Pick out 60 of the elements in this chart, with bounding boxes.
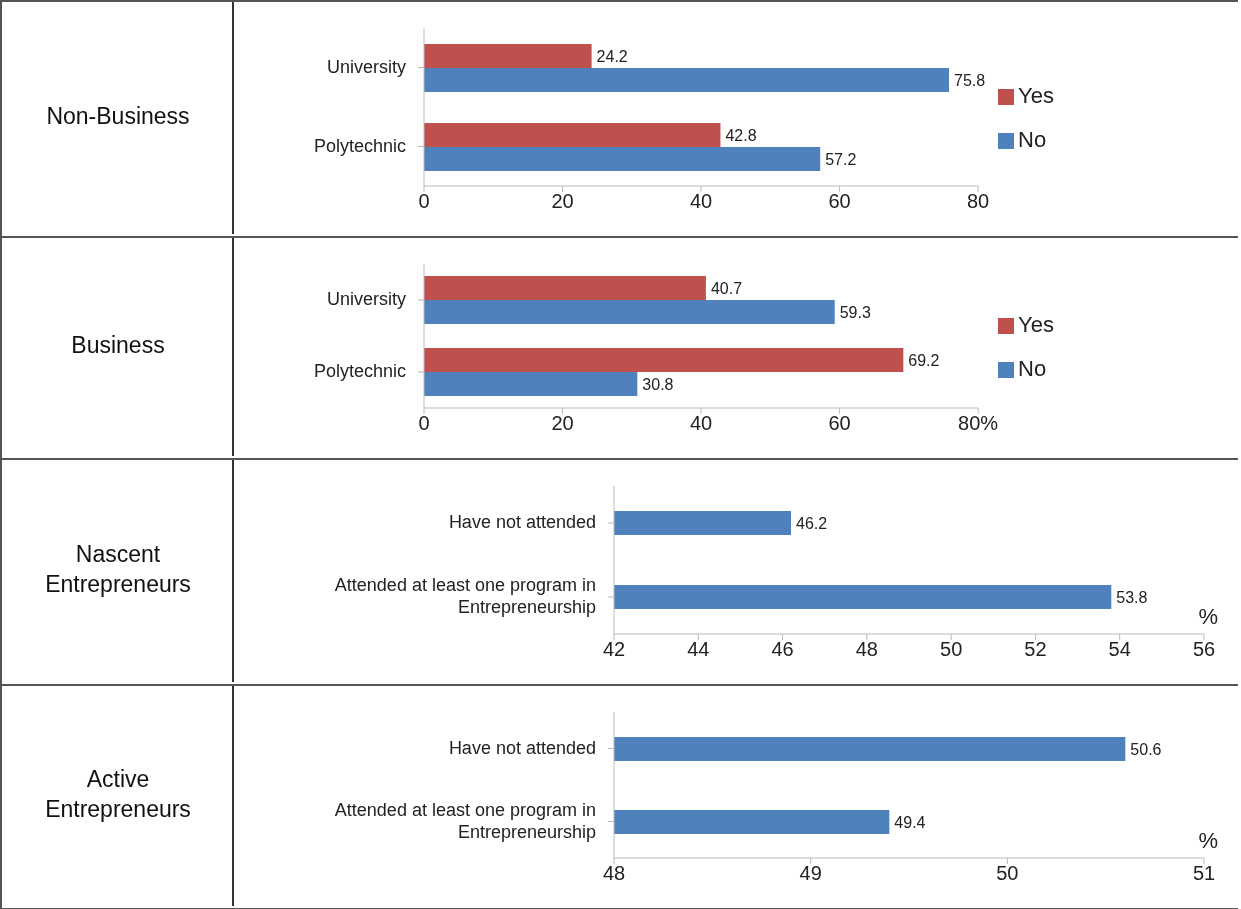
x-tick-label: 56: [1192, 638, 1216, 661]
y-tick-label: Polytechnic: [313, 360, 406, 381]
data-label: 49.4: [894, 813, 926, 831]
y-axis-title: Nascent Entrepreneurs: [45, 541, 191, 598]
y-tick-label: Attended at least one program in Entrepreneurship: [334, 799, 596, 842]
x-tick-label: 50: [996, 862, 1019, 885]
x-tick-label: 50: [940, 638, 963, 661]
x-tick-label: 46: [771, 638, 794, 661]
x-tick-label: 60: [828, 190, 851, 213]
bar: [424, 123, 721, 147]
x-tick-label: 0: [418, 190, 430, 213]
x-axis-title: %: [1198, 604, 1218, 630]
x-axis-title: %: [1198, 828, 1218, 854]
data-label: 24.2: [596, 47, 628, 65]
x-tick-label: 48: [602, 862, 626, 885]
data-label: 57.2: [825, 150, 857, 168]
y-tick-label: Attended at least one program in Entrepreneurship: [334, 574, 596, 617]
bar: [424, 372, 638, 396]
x-tick-label: 48: [855, 638, 878, 661]
x-tick-label: 60: [828, 412, 851, 435]
x-tick-label: 51: [1192, 862, 1216, 885]
x-tick-label: 40: [689, 412, 713, 435]
bar: [424, 276, 706, 300]
legend-label: No: [1018, 127, 1047, 152]
x-tick-label: 40: [689, 190, 713, 213]
x-tick-label: 52: [1024, 638, 1047, 661]
x-tick-label: 54: [1108, 638, 1131, 661]
y-tick-label: University: [326, 288, 406, 309]
legend-label: Yes: [1018, 83, 1054, 108]
x-tick-label: 20: [551, 190, 574, 213]
data-label: 42.8: [725, 126, 757, 144]
bar: [424, 68, 950, 92]
bar: [424, 300, 835, 324]
y-axis-title: Non-Business: [46, 103, 190, 130]
x-tick-label: 0: [418, 412, 430, 435]
y-tick-label: Polytechnic: [313, 135, 406, 156]
bar: [424, 147, 821, 171]
legend-label: Yes: [1018, 312, 1054, 337]
y-axis-title: Business: [71, 332, 165, 359]
x-tick-label: 20: [551, 412, 574, 435]
x-tick-label: 44: [687, 638, 710, 661]
y-tick-label: University: [326, 56, 406, 77]
bar: [424, 348, 904, 372]
y-tick-label: Have not attended: [448, 737, 596, 758]
data-label: 59.3: [839, 303, 871, 321]
data-label: 69.2: [908, 351, 940, 369]
data-label: 53.8: [1116, 588, 1148, 606]
x-tick-label: 80%: [958, 412, 999, 435]
data-label: 46.2: [796, 514, 828, 532]
bar: [424, 44, 592, 68]
data-label: 30.8: [642, 375, 674, 393]
data-label: 75.8: [954, 71, 986, 89]
legend-label: No: [1018, 356, 1047, 381]
data-label: 40.7: [710, 279, 743, 297]
y-axis-title: Active Entrepreneurs: [45, 766, 191, 823]
x-tick-label: 80: [966, 190, 990, 213]
x-tick-label: 49: [799, 862, 822, 885]
y-tick-label: Have not attended: [448, 511, 596, 532]
data-label: 50.6: [1130, 740, 1162, 758]
x-tick-label: 42: [602, 638, 626, 661]
